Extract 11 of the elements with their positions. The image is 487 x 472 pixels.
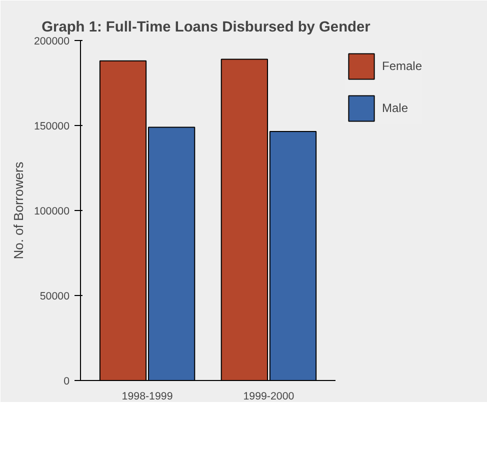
x-tick-label: 1999-2000: [243, 390, 294, 402]
y-axis-title: No. of Borrowers: [10, 161, 26, 260]
x-tick-label: 1998-1999: [122, 390, 173, 402]
chart-title: Graph 1: Full-Time Loans Disbursed by Gender: [42, 20, 371, 36]
legend-label: Male: [382, 101, 408, 115]
y-tick-label: 200000: [34, 36, 70, 48]
legend-label: Female: [382, 59, 422, 73]
y-tick-label: 50000: [40, 290, 70, 302]
y-tick-label: 0: [64, 376, 70, 388]
y-tick-label: 150000: [34, 120, 70, 132]
y-tick-label: 100000: [34, 206, 70, 218]
